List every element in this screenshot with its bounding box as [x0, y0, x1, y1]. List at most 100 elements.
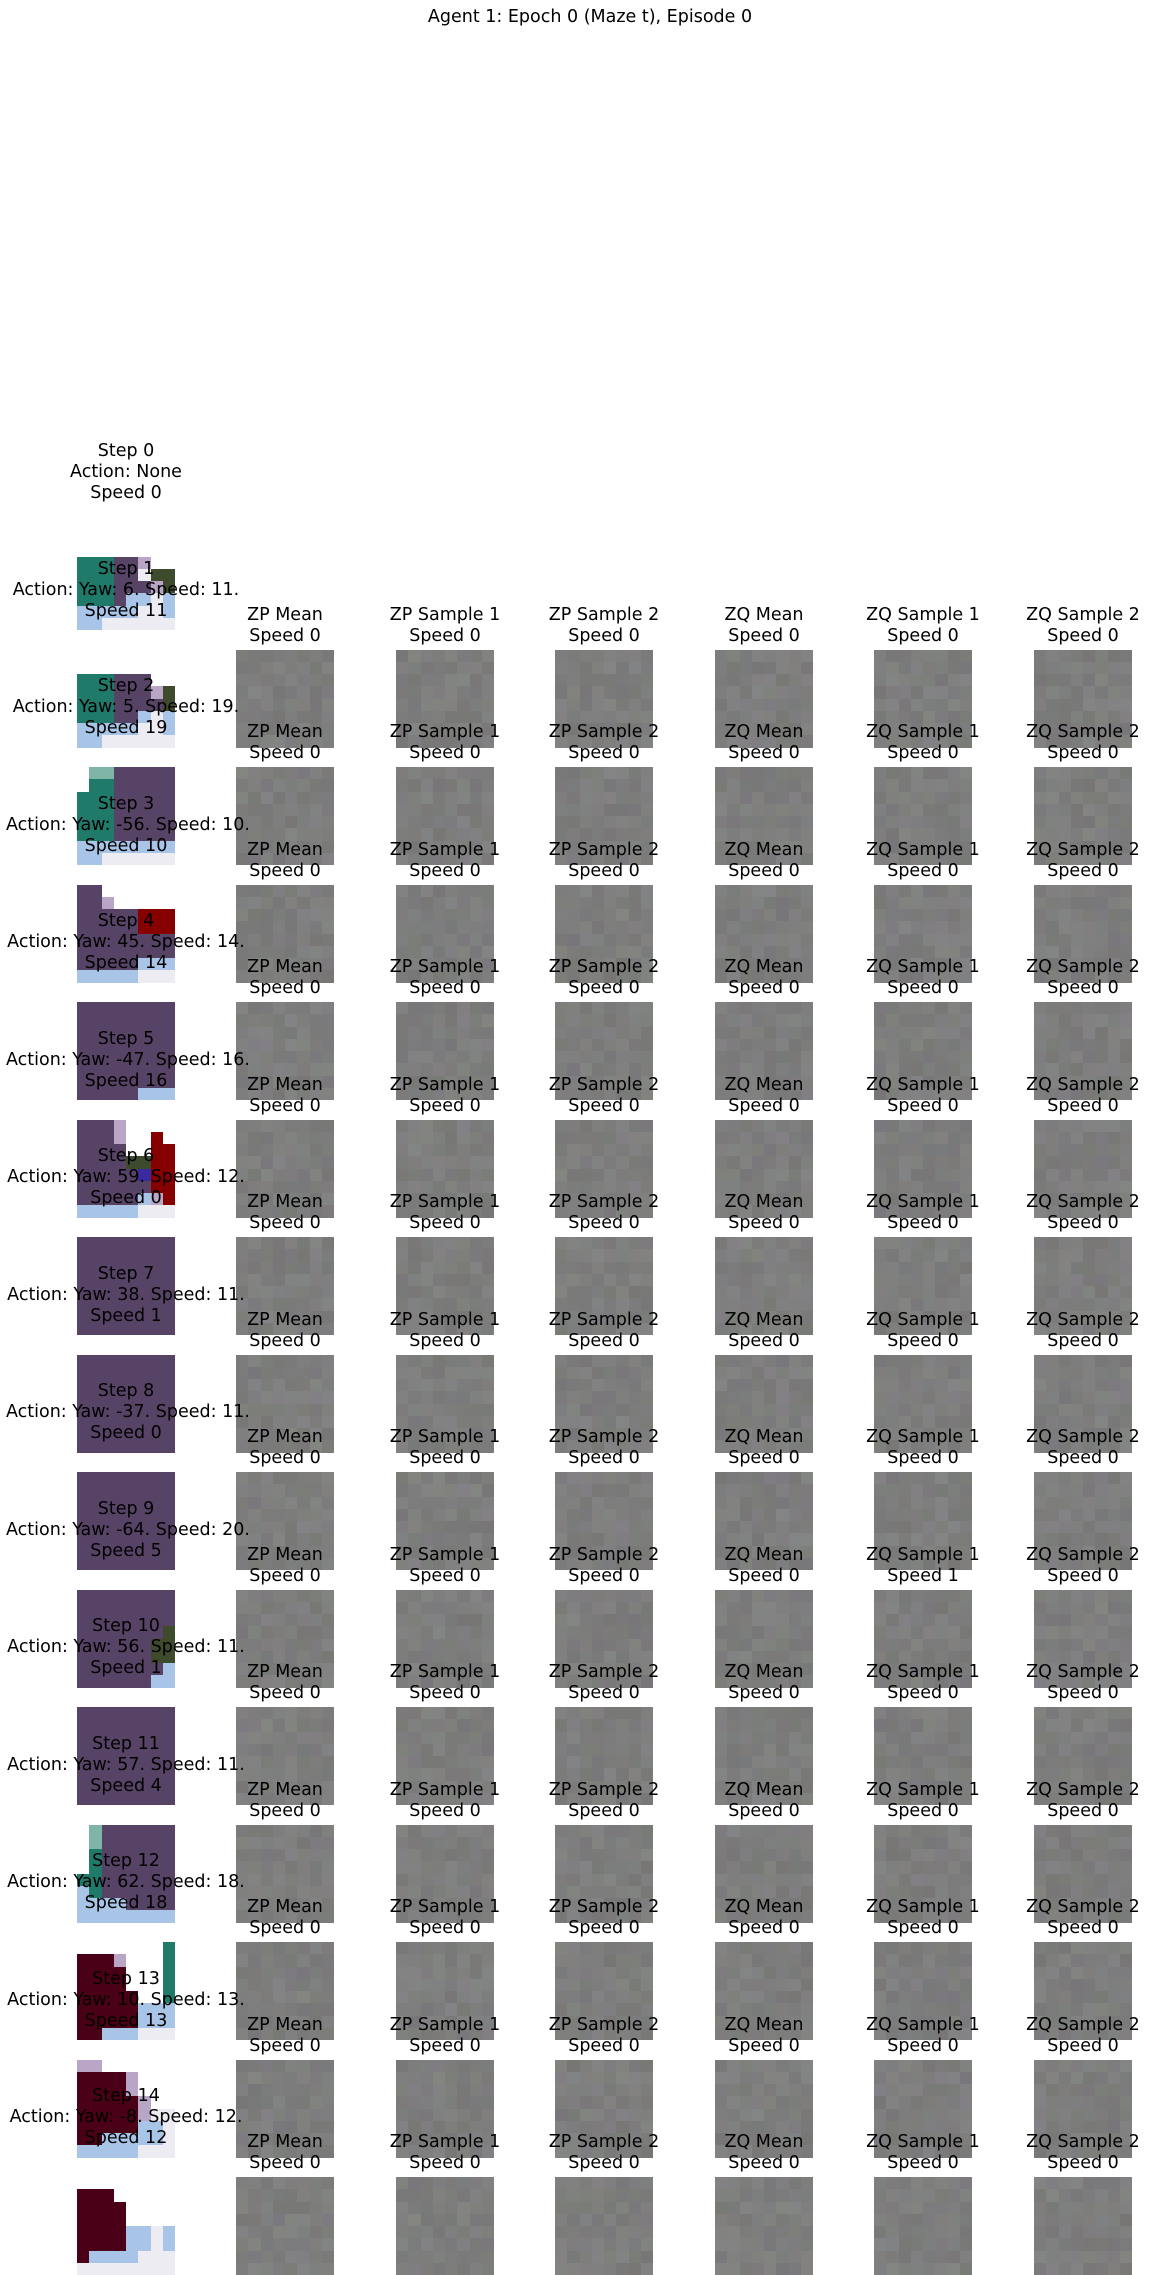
observation-image — [77, 2177, 175, 2275]
step-label: Step 9 Action: Yaw: -64. Speed: 20. Spee… — [6, 1498, 250, 1561]
latent-image — [396, 1942, 494, 2040]
panel-label: ZP Sample 1 Speed 0 — [389, 1662, 501, 1703]
latent-image — [874, 1119, 972, 1218]
latent-image — [874, 767, 972, 865]
latent-image — [715, 1589, 813, 1688]
latent-image — [874, 2177, 972, 2275]
latent-image — [555, 767, 653, 865]
panel-label: ZP Sample 2 Speed 0 — [548, 1309, 660, 1351]
latent-image — [874, 1824, 972, 1923]
latent-image — [874, 1002, 972, 1100]
panel-label: ZP Sample 1 Speed 0 — [389, 1309, 501, 1351]
latent-image — [555, 1002, 653, 1100]
latent-image — [555, 1237, 653, 1335]
latent-image — [396, 1237, 494, 1335]
panel-label: ZQ Mean Speed 0 — [724, 957, 804, 998]
panel-label: ZQ Sample 2 Speed 0 — [1026, 1544, 1140, 1586]
latent-image — [236, 2177, 334, 2275]
latent-image — [1034, 884, 1132, 983]
observation-image — [77, 1237, 175, 1335]
panel-label: ZP Sample 1 Speed 0 — [389, 839, 501, 881]
panel-label: ZP Mean Speed 0 — [247, 1544, 323, 1586]
latent-image — [396, 1002, 494, 1100]
latent-image — [396, 1824, 494, 1923]
panel-label: ZP Sample 1 Speed 0 — [389, 722, 501, 763]
panel-label: ZP Sample 1 Speed 0 — [389, 1897, 501, 1938]
observation-image — [77, 1942, 175, 2040]
latent-image — [1034, 1707, 1132, 1805]
latent-image — [555, 2177, 653, 2275]
latent-image — [1034, 2177, 1132, 2275]
latent-image — [1034, 1824, 1132, 1923]
latent-image — [555, 1942, 653, 2040]
panel-label: ZP Mean Speed 0 — [247, 1309, 323, 1351]
panel-label: ZP Sample 1 Speed 0 — [389, 2132, 501, 2173]
panel-label: ZQ Mean Speed 0 — [724, 604, 804, 646]
latent-image — [1034, 1237, 1132, 1335]
panel-label: ZQ Sample 1 Speed 0 — [866, 2014, 980, 2056]
panel-label: ZP Mean Speed 0 — [247, 604, 323, 646]
panel-label: ZP Mean Speed 0 — [247, 1192, 323, 1233]
latent-image — [236, 884, 334, 983]
observation-image — [77, 884, 175, 983]
panel-label: ZP Sample 1 Speed 0 — [389, 1427, 501, 1468]
step-label: Step 12 Action: Yaw: 62. Speed: 18. Spee… — [7, 1851, 245, 1913]
latent-image — [715, 649, 813, 748]
panel-label: ZQ Sample 2 Speed 0 — [1026, 604, 1140, 646]
panel-label: ZQ Sample 2 Speed 0 — [1026, 2014, 1140, 2056]
panel-label: ZQ Sample 2 Speed 0 — [1026, 1779, 1140, 1821]
panel-label: ZQ Mean Speed 0 — [724, 2014, 804, 2056]
latent-image — [715, 1942, 813, 2040]
panel-label: ZP Sample 2 Speed 0 — [548, 1427, 660, 1468]
latent-image — [874, 884, 972, 983]
panel-label: ZQ Sample 2 Speed 0 — [1026, 1427, 1140, 1468]
latent-image — [555, 1707, 653, 1805]
panel-label: ZP Sample 2 Speed 0 — [548, 839, 660, 881]
latent-image — [715, 1119, 813, 1218]
observation-image — [77, 649, 175, 748]
latent-image — [874, 1354, 972, 1453]
panel-label: ZQ Sample 1 Speed 0 — [866, 1074, 980, 1116]
panel-label: ZQ Sample 1 Speed 0 — [866, 1192, 980, 1233]
panel-label: ZP Mean Speed 0 — [247, 2014, 323, 2056]
latent-image — [396, 1707, 494, 1805]
panel-label: ZQ Mean Speed 0 — [724, 1897, 804, 1938]
latent-image — [396, 2059, 494, 2158]
latent-image — [236, 2059, 334, 2158]
latent-image — [555, 884, 653, 983]
panel-label: ZP Sample 2 Speed 0 — [548, 2132, 660, 2173]
latent-image — [1034, 1354, 1132, 1453]
observation-image — [77, 1119, 175, 1218]
latent-image — [715, 767, 813, 865]
panel-label: ZP Sample 1 Speed 0 — [389, 1192, 501, 1233]
panel-label: ZQ Sample 1 Speed 0 — [866, 1779, 980, 1821]
latent-image — [236, 767, 334, 865]
latent-image — [715, 1824, 813, 1923]
latent-image — [715, 2177, 813, 2275]
latent-image — [236, 1942, 334, 2040]
latent-image — [1034, 1472, 1132, 1570]
latent-image — [236, 1119, 334, 1218]
observation-image — [77, 2059, 175, 2158]
latent-image — [1034, 1002, 1132, 1100]
panel-label: ZP Sample 1 Speed 0 — [389, 604, 501, 646]
panel-label: ZQ Mean Speed 0 — [724, 1779, 804, 1821]
step-label: Step 13 Action: Yaw: 10. Speed: 13. Spee… — [7, 1968, 245, 2031]
panel-label: ZP Sample 2 Speed 0 — [548, 957, 660, 998]
panel-label: ZQ Sample 2 Speed 0 — [1026, 1309, 1140, 1351]
latent-image — [236, 649, 334, 748]
latent-image — [874, 649, 972, 748]
observation-image — [77, 1707, 175, 1805]
panel-label: ZP Mean Speed 0 — [247, 1074, 323, 1116]
observation-image — [77, 1589, 175, 1688]
panel-label: ZQ Sample 1 Speed 0 — [866, 839, 980, 881]
panel-label: ZP Mean Speed 0 — [247, 957, 323, 998]
latent-image — [874, 2059, 972, 2158]
latent-image — [236, 1707, 334, 1805]
panel-label: ZQ Mean Speed 0 — [724, 1544, 804, 1586]
panel-label: ZP Sample 2 Speed 0 — [548, 1779, 660, 1821]
latent-image — [1034, 1942, 1132, 2040]
observation-image — [77, 1354, 175, 1453]
step-label: Step 2 Action: Yaw: 5. Speed: 19. Speed … — [12, 676, 240, 738]
panel-label: ZP Mean Speed 0 — [247, 722, 323, 763]
